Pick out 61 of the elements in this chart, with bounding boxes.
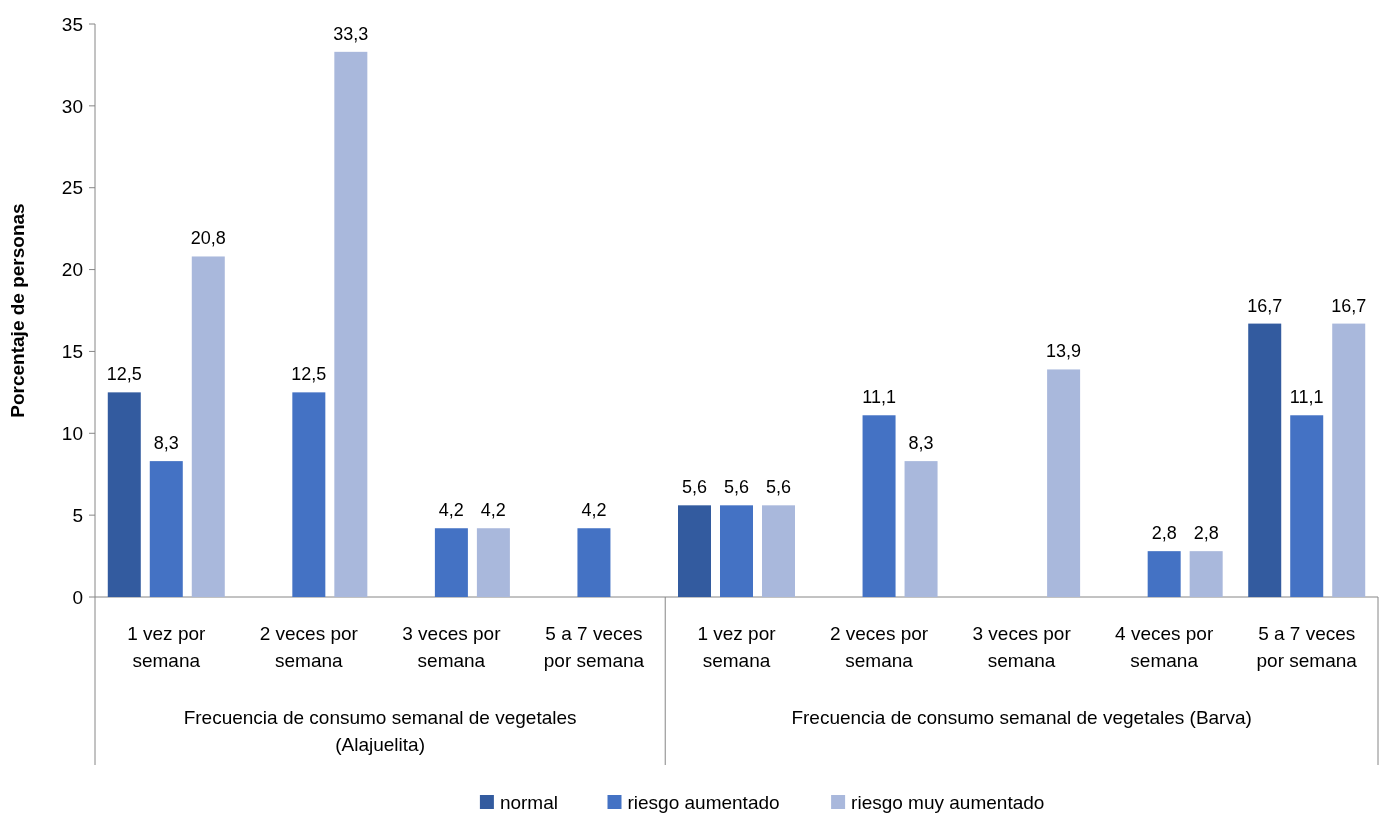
bar: [1189, 551, 1223, 597]
y-tick-label: 30: [61, 95, 83, 117]
x-tick-label: 4 veces por semana: [1115, 623, 1214, 671]
bar: [107, 392, 141, 597]
bar: [904, 461, 938, 597]
data-label: 11,1: [862, 387, 896, 408]
text: Frecuencia de consumo semanal de vegetales (Alajuelita): [183, 707, 577, 755]
bar: [434, 528, 468, 597]
data-label: 16,7: [1331, 295, 1367, 316]
x-tick-label: 3 veces por semana: [402, 623, 502, 671]
data-label: 13,9: [1046, 341, 1082, 362]
data-label: 4,2: [480, 500, 506, 521]
bar: [1047, 369, 1081, 597]
bar: [191, 256, 225, 597]
bar: [1248, 323, 1282, 597]
data-label: 5,6: [681, 477, 708, 498]
data-label: 8,3: [908, 433, 934, 454]
bar: [292, 392, 326, 597]
text: Frecuencia de consumo semanal de vegetales (Barva): [791, 707, 1252, 728]
bar: [577, 528, 611, 597]
bar: [720, 505, 753, 597]
data-label: 5,6: [723, 477, 750, 498]
data-label: 12,5: [106, 364, 142, 385]
data-label: 12,5: [291, 364, 327, 385]
bar: [476, 528, 510, 597]
y-tick-label: 15: [61, 341, 83, 363]
data-label: 5,6: [765, 477, 792, 498]
bar: [1332, 323, 1366, 597]
x-tick-label: 5 a 7 veces por semana: [543, 623, 645, 671]
legend-label: riesgo aumentado: [627, 791, 780, 813]
x-tick-label: 1 vez por semana: [127, 623, 207, 671]
y-tick-label: 25: [61, 177, 83, 199]
y-axis-title: Porcentaje de personas: [7, 203, 28, 418]
y-tick-label: 35: [61, 13, 83, 35]
x-tick-label: 3 veces por semana: [972, 623, 1072, 671]
data-label: 4,2: [581, 500, 607, 521]
data-label: 11,1: [1289, 387, 1324, 408]
data-label: 8,3: [153, 433, 179, 454]
y-tick-label: 5: [72, 504, 83, 526]
y-tick-label: 0: [72, 586, 83, 608]
data-label: 16,7: [1247, 295, 1283, 316]
bar: [862, 415, 896, 597]
bar: [1147, 551, 1181, 597]
x-tick-label: 2 veces por semana: [829, 623, 929, 671]
legend-label: riesgo muy aumentado: [851, 791, 1045, 813]
bar: [762, 505, 795, 597]
bar: [678, 505, 711, 597]
x-tick-label: 5 a 7 veces por semana: [1256, 623, 1358, 671]
x-tick-label: 2 veces por semana: [259, 623, 359, 671]
bar: [149, 461, 183, 597]
bar: [334, 51, 368, 597]
data-label: 2,8: [1193, 523, 1219, 544]
data-label: 20,8: [190, 228, 226, 249]
legend-label: normal: [499, 791, 558, 813]
x-tick-label: 1 vez por semana: [697, 623, 777, 671]
bar: [1290, 415, 1324, 597]
data-label: 2,8: [1151, 523, 1177, 544]
data-label: 33,3: [333, 23, 369, 44]
y-tick-label: 10: [61, 422, 83, 444]
data-label: 4,2: [438, 500, 464, 521]
y-tick-label: 20: [61, 259, 83, 281]
